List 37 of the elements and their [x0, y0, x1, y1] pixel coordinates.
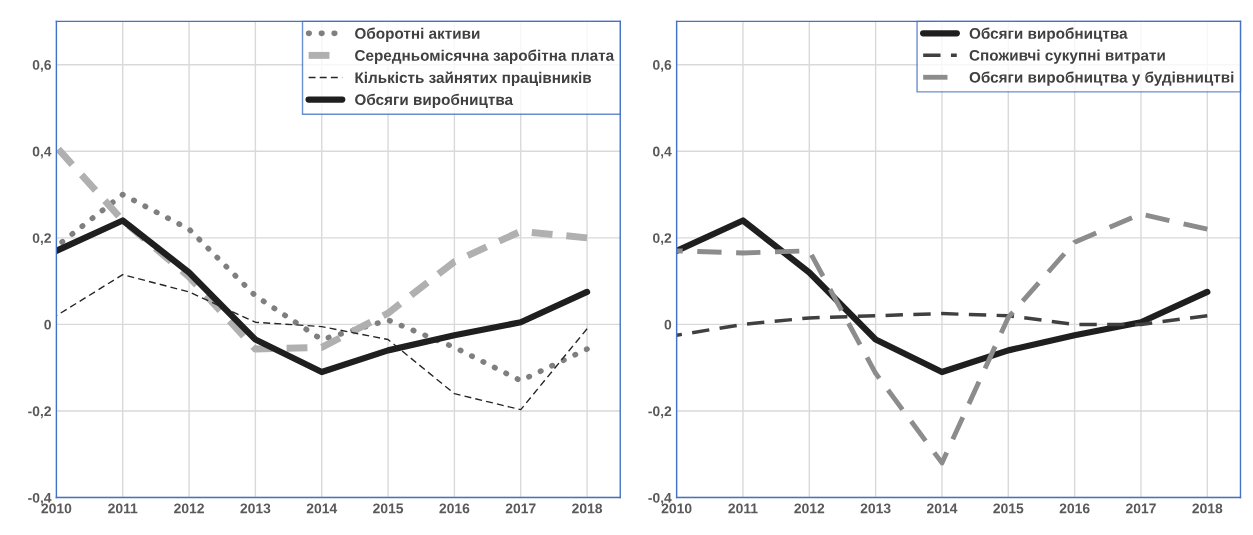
- legend-label: Споживчі сукупні витрати: [969, 49, 1165, 64]
- y-tick-label: 0,4: [32, 146, 52, 159]
- x-tick-label: 2015: [373, 503, 404, 514]
- legend-label: Кількість зайнятих працівників: [355, 71, 592, 87]
- y-tick-label: -0,2: [648, 406, 672, 419]
- legend-label: Обсяги виробництва: [969, 27, 1128, 42]
- x-tick-label: 2010: [661, 503, 692, 514]
- y-tick-label: 0,4: [653, 146, 672, 159]
- y-tick-label: 0: [664, 319, 672, 330]
- y-tick-label: -0,4: [28, 492, 52, 505]
- x-tick-label: 2016: [1059, 503, 1090, 514]
- x-tick-label: 2013: [240, 503, 271, 514]
- x-tick-label: 2012: [794, 503, 825, 514]
- y-tick-label: 0,2: [653, 233, 672, 246]
- y-tick-label: -0,4: [648, 492, 672, 505]
- x-tick-label: 2011: [108, 503, 138, 514]
- y-tick-label: 0: [44, 319, 51, 330]
- x-tick-label: 2010: [41, 503, 72, 514]
- legend-label: Середньомісячна заробітна плата: [355, 49, 615, 64]
- legend-label: Оборотні активи: [355, 27, 480, 42]
- legend-label: Обсяги виробництва у будівництві: [969, 71, 1234, 86]
- y-tick-label: 0,6: [653, 60, 672, 72]
- x-tick-label: 2012: [174, 503, 204, 514]
- legend-label: Обсяги виробництва: [355, 93, 514, 109]
- y-tick-label: 0,6: [32, 60, 52, 72]
- y-tick-label: 0,2: [32, 233, 51, 246]
- x-tick-label: 2011: [728, 503, 758, 514]
- x-tick-label: 2013: [860, 503, 891, 514]
- x-tick-label: 2017: [505, 503, 536, 514]
- x-tick-label: 2015: [993, 503, 1024, 514]
- x-tick-label: 2018: [572, 503, 603, 514]
- y-tick-label: -0,2: [28, 406, 51, 419]
- x-tick-label: 2018: [1192, 503, 1223, 514]
- x-tick-label: 2016: [439, 503, 470, 514]
- x-tick-label: 2017: [1126, 503, 1156, 514]
- x-tick-label: 2014: [306, 503, 338, 514]
- x-tick-label: 2014: [927, 503, 958, 514]
